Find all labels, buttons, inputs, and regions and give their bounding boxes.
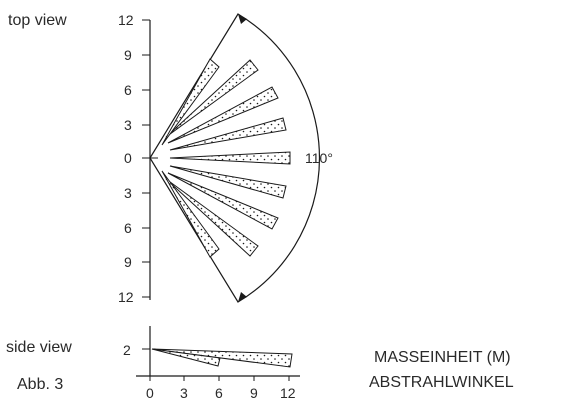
angle-title-label: ABSTRAHLWINKEL	[369, 374, 514, 391]
detection-beam	[169, 151, 291, 165]
tick-label: 0	[146, 385, 154, 401]
tick-label: 12	[118, 289, 134, 305]
tick-label: 9	[124, 254, 132, 270]
side-view-beam-short	[151, 348, 221, 367]
top-view-tick-labels: 12 9 6 3 0 3 6 9 12	[118, 12, 134, 305]
side-view-beams	[151, 348, 293, 368]
detection-beam	[169, 117, 287, 151]
tick-label: 12	[280, 385, 296, 401]
side-view-y-tick-label: 2	[123, 342, 131, 358]
tick-label: 3	[124, 117, 132, 133]
arc-arrowhead-top	[238, 14, 247, 24]
tick-label: 3	[180, 385, 188, 401]
top-view-label: top view	[8, 12, 67, 29]
tick-label: 6	[124, 220, 132, 236]
detection-beam	[165, 59, 259, 138]
angle-value-label: 110°	[305, 150, 333, 166]
arc-arrowhead-bottom	[238, 292, 247, 302]
detection-beam	[167, 86, 279, 144]
side-view-x-ticks	[149, 376, 290, 381]
side-view-x-tick-labels: 0 3 6 9 12	[146, 385, 296, 401]
coverage-area-outline	[149, 13, 320, 303]
tick-label: 0	[124, 150, 132, 166]
tick-label: 12	[118, 12, 134, 28]
detection-beam	[161, 58, 220, 146]
detection-beam	[161, 170, 220, 258]
side-view-label: side view	[6, 339, 72, 356]
unit-label: MASSEINHEIT (M)	[374, 349, 511, 366]
figure-label: Abb. 3	[17, 376, 63, 393]
detection-beam	[165, 178, 259, 257]
tick-label: 9	[124, 47, 132, 63]
tick-label: 6	[215, 385, 223, 401]
tick-label: 3	[124, 185, 132, 201]
detection-beam	[167, 172, 279, 230]
detection-beams	[161, 58, 291, 258]
tick-label: 6	[124, 82, 132, 98]
detection-beam	[169, 165, 287, 199]
tick-label: 9	[250, 385, 258, 401]
